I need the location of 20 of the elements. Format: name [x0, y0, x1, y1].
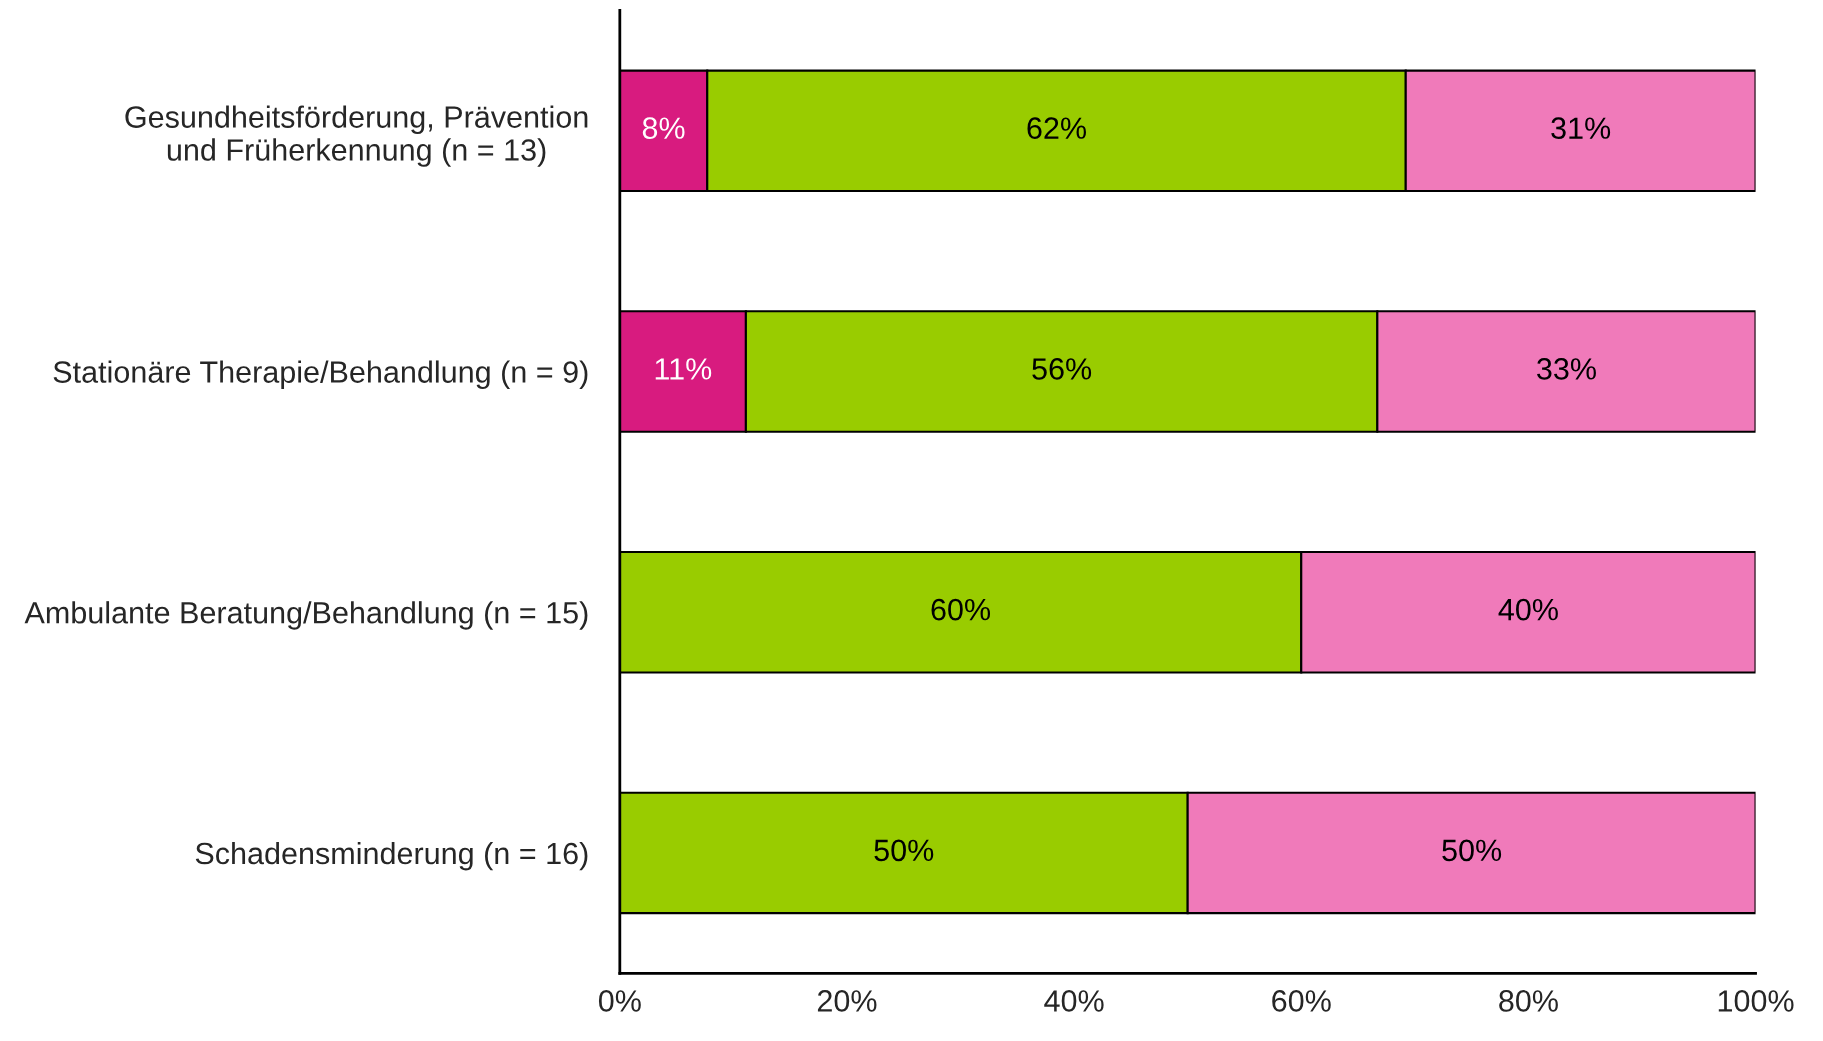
x-tick-label: 0% [598, 990, 641, 1012]
data-label: 56% [1032, 358, 1092, 380]
y-tick-label: Gesundheitsförderung, Prävention und Früherkennung (n = 13) [125, 105, 588, 167]
data-label: 60% [931, 598, 991, 621]
data-label: 40% [1498, 598, 1558, 621]
x-tick-label: 100% [1718, 990, 1794, 1012]
y-tick-label: Stationäre Therapie/Behandlung (n = 9) [53, 360, 588, 389]
data-label: 33% [1537, 358, 1596, 380]
x-tick-label: 60% [1272, 990, 1331, 1012]
data-label: 62% [1027, 117, 1086, 139]
data-label: 31% [1551, 117, 1611, 139]
data-label: 50% [874, 839, 934, 862]
data-label: 50% [1442, 839, 1502, 862]
x-tick-label: 20% [817, 990, 877, 1012]
x-tick-label: 40% [1044, 990, 1104, 1012]
y-tick-label: Ambulante Beratung/Behandlung (n = 15) [24, 601, 588, 630]
data-label: 8% [642, 117, 685, 139]
data-label: 11% [655, 358, 712, 380]
y-tick-label: Schadensminderung (n = 16) [195, 841, 588, 871]
x-tick-label: 80% [1499, 990, 1558, 1012]
